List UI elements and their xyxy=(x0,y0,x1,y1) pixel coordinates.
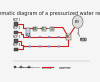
Circle shape xyxy=(48,36,50,38)
Bar xyxy=(14,48,18,51)
Text: RCP 2: RCP 2 xyxy=(13,26,20,30)
Text: SPRAY: SPRAY xyxy=(80,38,87,42)
Circle shape xyxy=(29,36,31,38)
Bar xyxy=(33,27,37,31)
Circle shape xyxy=(39,46,41,47)
Text: VCT: VCT xyxy=(26,33,30,37)
Bar xyxy=(14,22,18,26)
Bar xyxy=(81,38,86,41)
Circle shape xyxy=(48,46,50,47)
Text: PZR: PZR xyxy=(75,20,80,24)
Text: Other line: Other line xyxy=(59,68,70,69)
Text: B.A.: B.A. xyxy=(33,27,38,31)
Bar xyxy=(14,39,18,43)
Circle shape xyxy=(58,36,60,38)
Text: MIX: MIX xyxy=(66,35,71,39)
Text: Chemical: Chemical xyxy=(30,67,40,68)
Text: D.I.: D.I. xyxy=(42,27,46,31)
Bar xyxy=(50,27,54,31)
Bar xyxy=(66,34,71,40)
Bar xyxy=(26,28,30,36)
Circle shape xyxy=(58,46,60,47)
Text: Letdown: Letdown xyxy=(22,67,32,68)
Text: Figure 10 - Schematic diagram of a pressurized water reactor RCV circuit: Figure 10 - Schematic diagram of a press… xyxy=(0,11,100,16)
Bar xyxy=(42,27,46,31)
Bar xyxy=(20,66,22,68)
Bar xyxy=(14,31,18,34)
Text: RCP 3: RCP 3 xyxy=(13,35,20,39)
Circle shape xyxy=(39,36,41,38)
Bar xyxy=(28,66,30,68)
Text: RCV line: RCV line xyxy=(42,68,51,69)
Text: D.I.: D.I. xyxy=(50,27,54,31)
Bar xyxy=(14,66,16,68)
Text: RCP 4: RCP 4 xyxy=(13,43,20,47)
Ellipse shape xyxy=(72,15,83,28)
Circle shape xyxy=(29,46,31,47)
Text: Seal injection: Seal injection xyxy=(16,67,31,68)
Text: RCP 1: RCP 1 xyxy=(13,18,20,22)
